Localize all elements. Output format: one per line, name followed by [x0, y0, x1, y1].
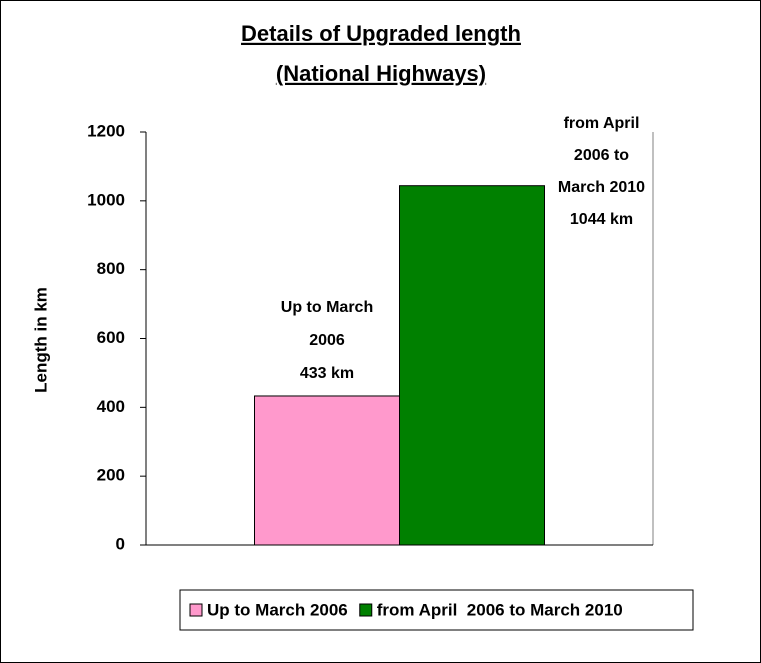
bar — [254, 395, 400, 546]
data-label: Up to March — [281, 299, 373, 316]
y-tick-label: 800 — [97, 259, 125, 278]
data-label: 2006 to — [574, 147, 629, 164]
y-tick-label: 1200 — [87, 121, 125, 140]
chart-title: (National Highways) — [276, 61, 486, 86]
legend-swatch — [359, 603, 373, 617]
legend — [179, 589, 694, 631]
data-label: 1044 km — [570, 211, 633, 228]
y-axis-label: Length in km — [31, 287, 50, 393]
data-label: 2006 — [309, 332, 345, 349]
y-tick-label: 400 — [97, 397, 125, 416]
y-tick-label: 0 — [116, 534, 125, 553]
y-tick-label: 200 — [97, 466, 125, 485]
data-label: 433 km — [300, 365, 354, 382]
legend-swatch — [189, 603, 203, 617]
legend-label: from April 2006 to March 2010 — [377, 600, 623, 619]
bar — [399, 185, 545, 546]
y-tick-label: 600 — [97, 328, 125, 347]
data-label: from April — [564, 115, 640, 132]
y-tick-label: 1000 — [87, 190, 125, 209]
chart-title: Details of Upgraded length — [241, 21, 521, 46]
legend-label: Up to March 2006 — [207, 600, 348, 619]
data-label: March 2010 — [558, 179, 645, 196]
